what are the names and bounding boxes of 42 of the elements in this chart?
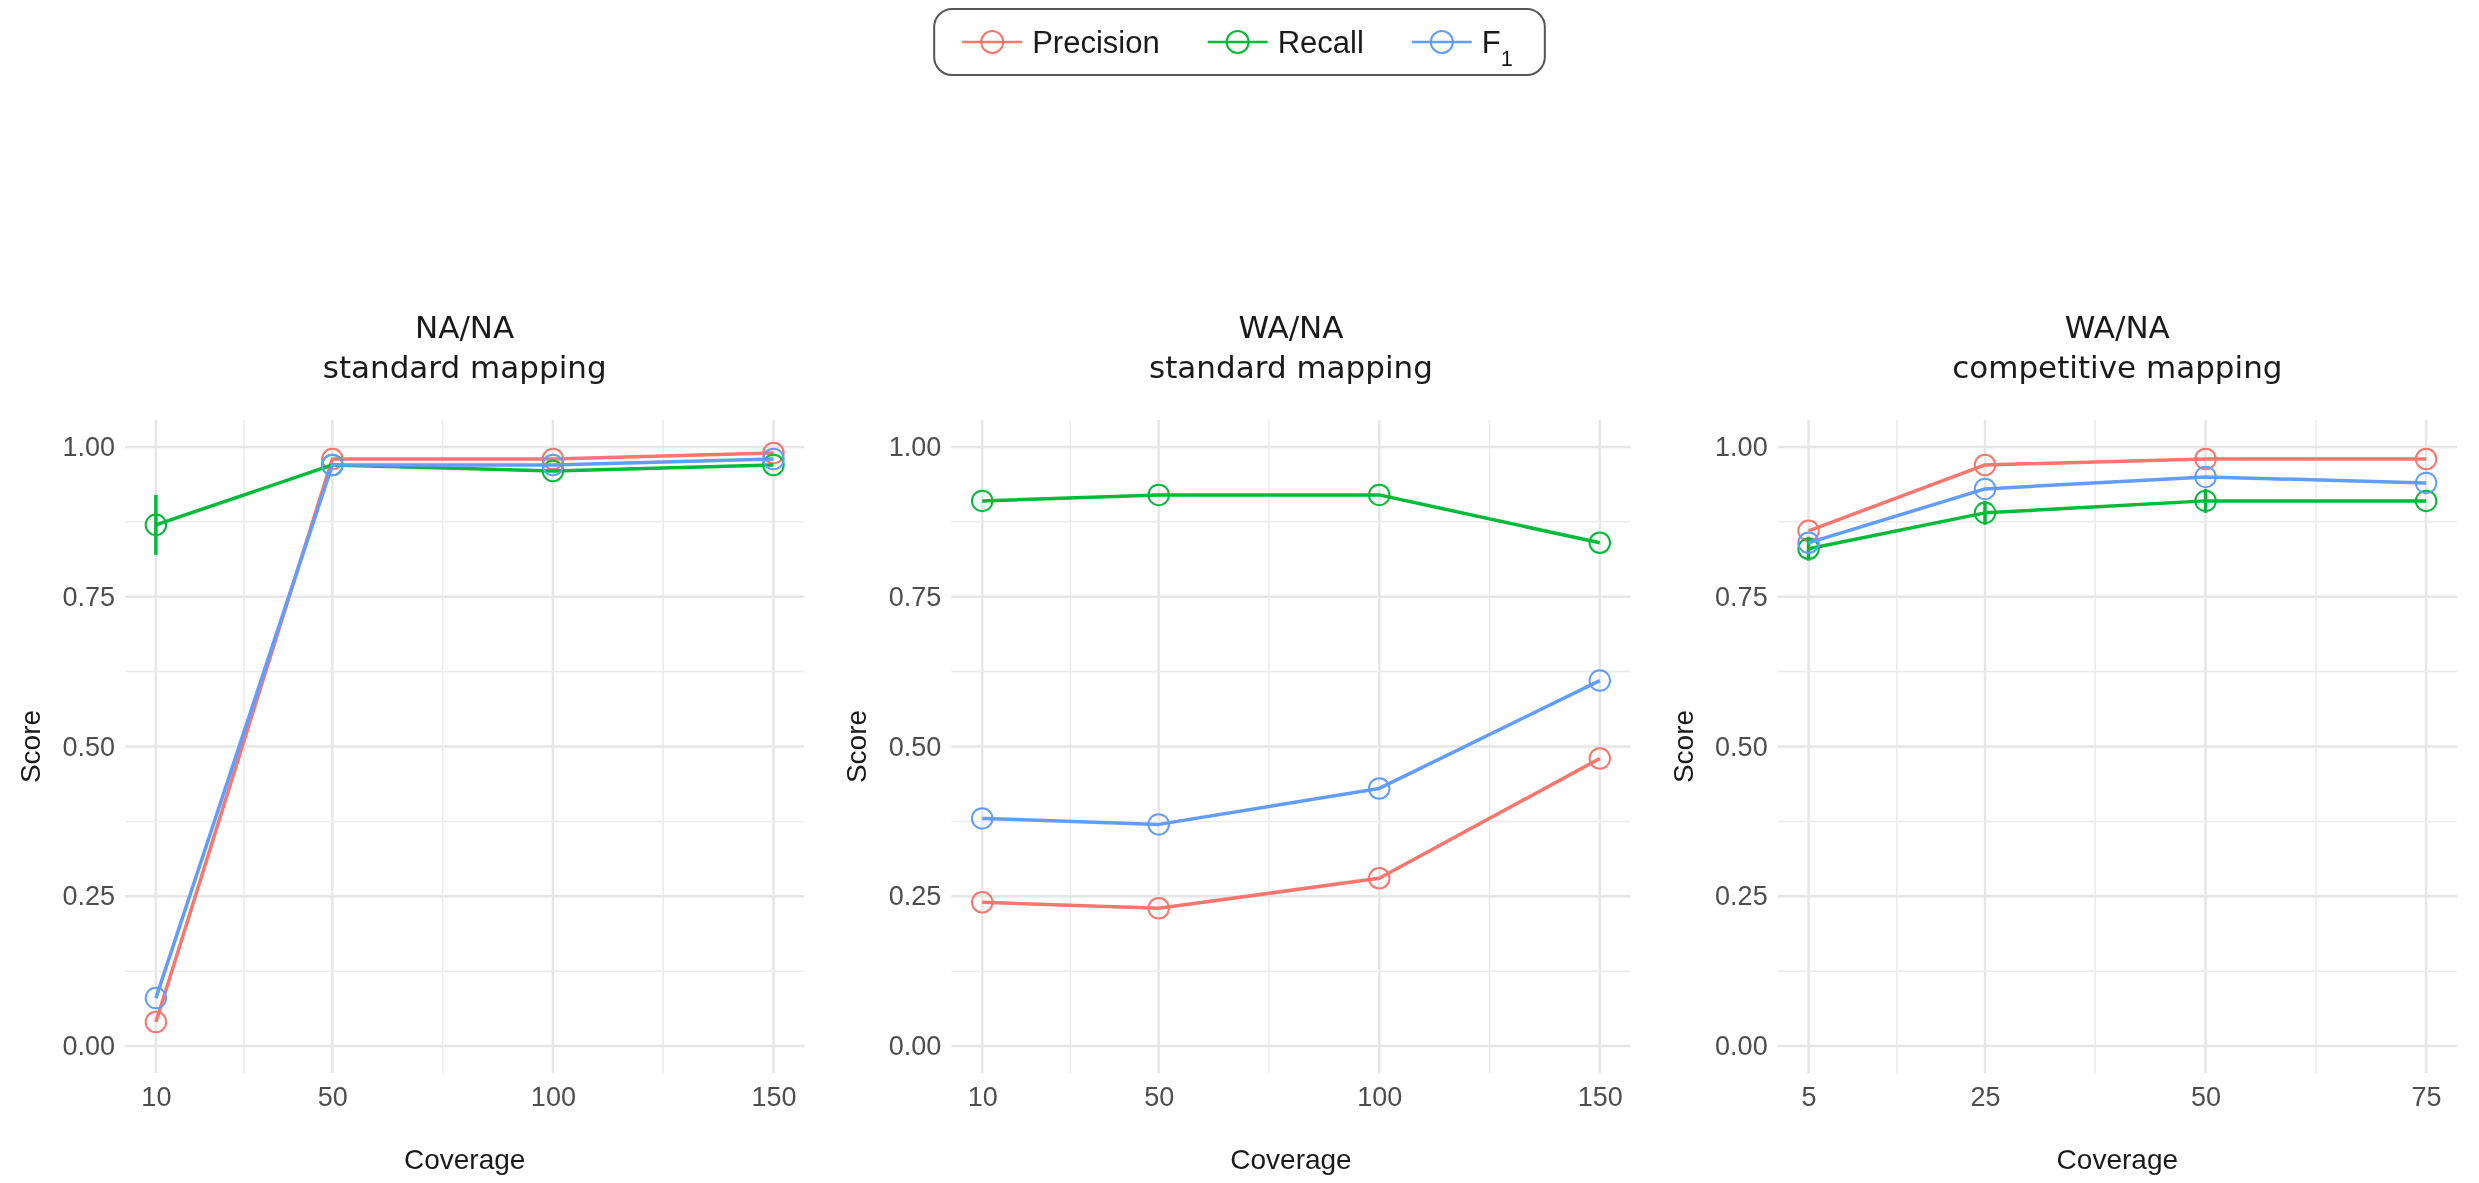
legend-label: Precision: [1032, 25, 1160, 60]
y-tick-label: 0.00: [888, 1031, 942, 1062]
y-tick-label: 0.50: [888, 731, 942, 762]
x-tick-label: 75: [2411, 1082, 2442, 1113]
y-axis-title: Score: [1667, 709, 1699, 784]
x-tick-label: 10: [141, 1082, 172, 1113]
x-tick-label: 150: [1577, 1082, 1623, 1113]
chart-subtitle: standard mapping: [1149, 349, 1433, 385]
y-axis-title: Score: [15, 709, 46, 784]
y-tick-label: 1.00: [62, 432, 115, 463]
chart-subtitle: standard mapping: [322, 349, 607, 385]
chart-title: WA/NA: [1238, 309, 1344, 345]
x-tick-label: 50: [1144, 1082, 1175, 1113]
y-tick-label: 0.25: [1715, 881, 1768, 912]
y-tick-label: 0.25: [62, 881, 115, 912]
x-axis-title: Coverage: [2056, 1144, 2179, 1175]
chart-subtitle: competitive mapping: [1952, 349, 2283, 385]
y-tick-label: 0.00: [62, 1031, 115, 1062]
legend-label: F$_{1}$: [1481, 25, 1513, 71]
x-axis-title: Coverage: [1230, 1144, 1352, 1175]
x-tick-label: 50: [317, 1082, 348, 1113]
y-tick-label: 0.00: [1715, 1031, 1768, 1062]
y-tick-label: 0.25: [888, 881, 942, 912]
y-tick-label: 0.75: [62, 581, 115, 612]
x-tick-label: 150: [751, 1082, 797, 1113]
x-tick-label: 5: [1801, 1082, 1817, 1113]
y-tick-label: 0.50: [62, 731, 115, 762]
y-tick-label: 0.50: [1715, 731, 1768, 762]
x-tick-label: 25: [1970, 1082, 2001, 1113]
x-tick-label: 100: [1357, 1082, 1403, 1113]
y-tick-label: 1.00: [1715, 432, 1768, 463]
chart-title: WA/NA: [2064, 309, 2170, 345]
x-tick-label: 50: [2191, 1082, 2222, 1113]
x-tick-label: 10: [967, 1082, 998, 1113]
legend-label: Recall: [1277, 25, 1364, 60]
y-tick-label: 0.75: [888, 581, 942, 612]
y-tick-label: 1.00: [888, 432, 942, 463]
x-tick-label: 100: [530, 1082, 576, 1113]
x-axis-title: Coverage: [403, 1144, 526, 1175]
y-axis-title: Score: [841, 709, 873, 784]
chart-title: NA/NA: [415, 309, 515, 345]
y-tick-label: 0.75: [1715, 581, 1768, 612]
